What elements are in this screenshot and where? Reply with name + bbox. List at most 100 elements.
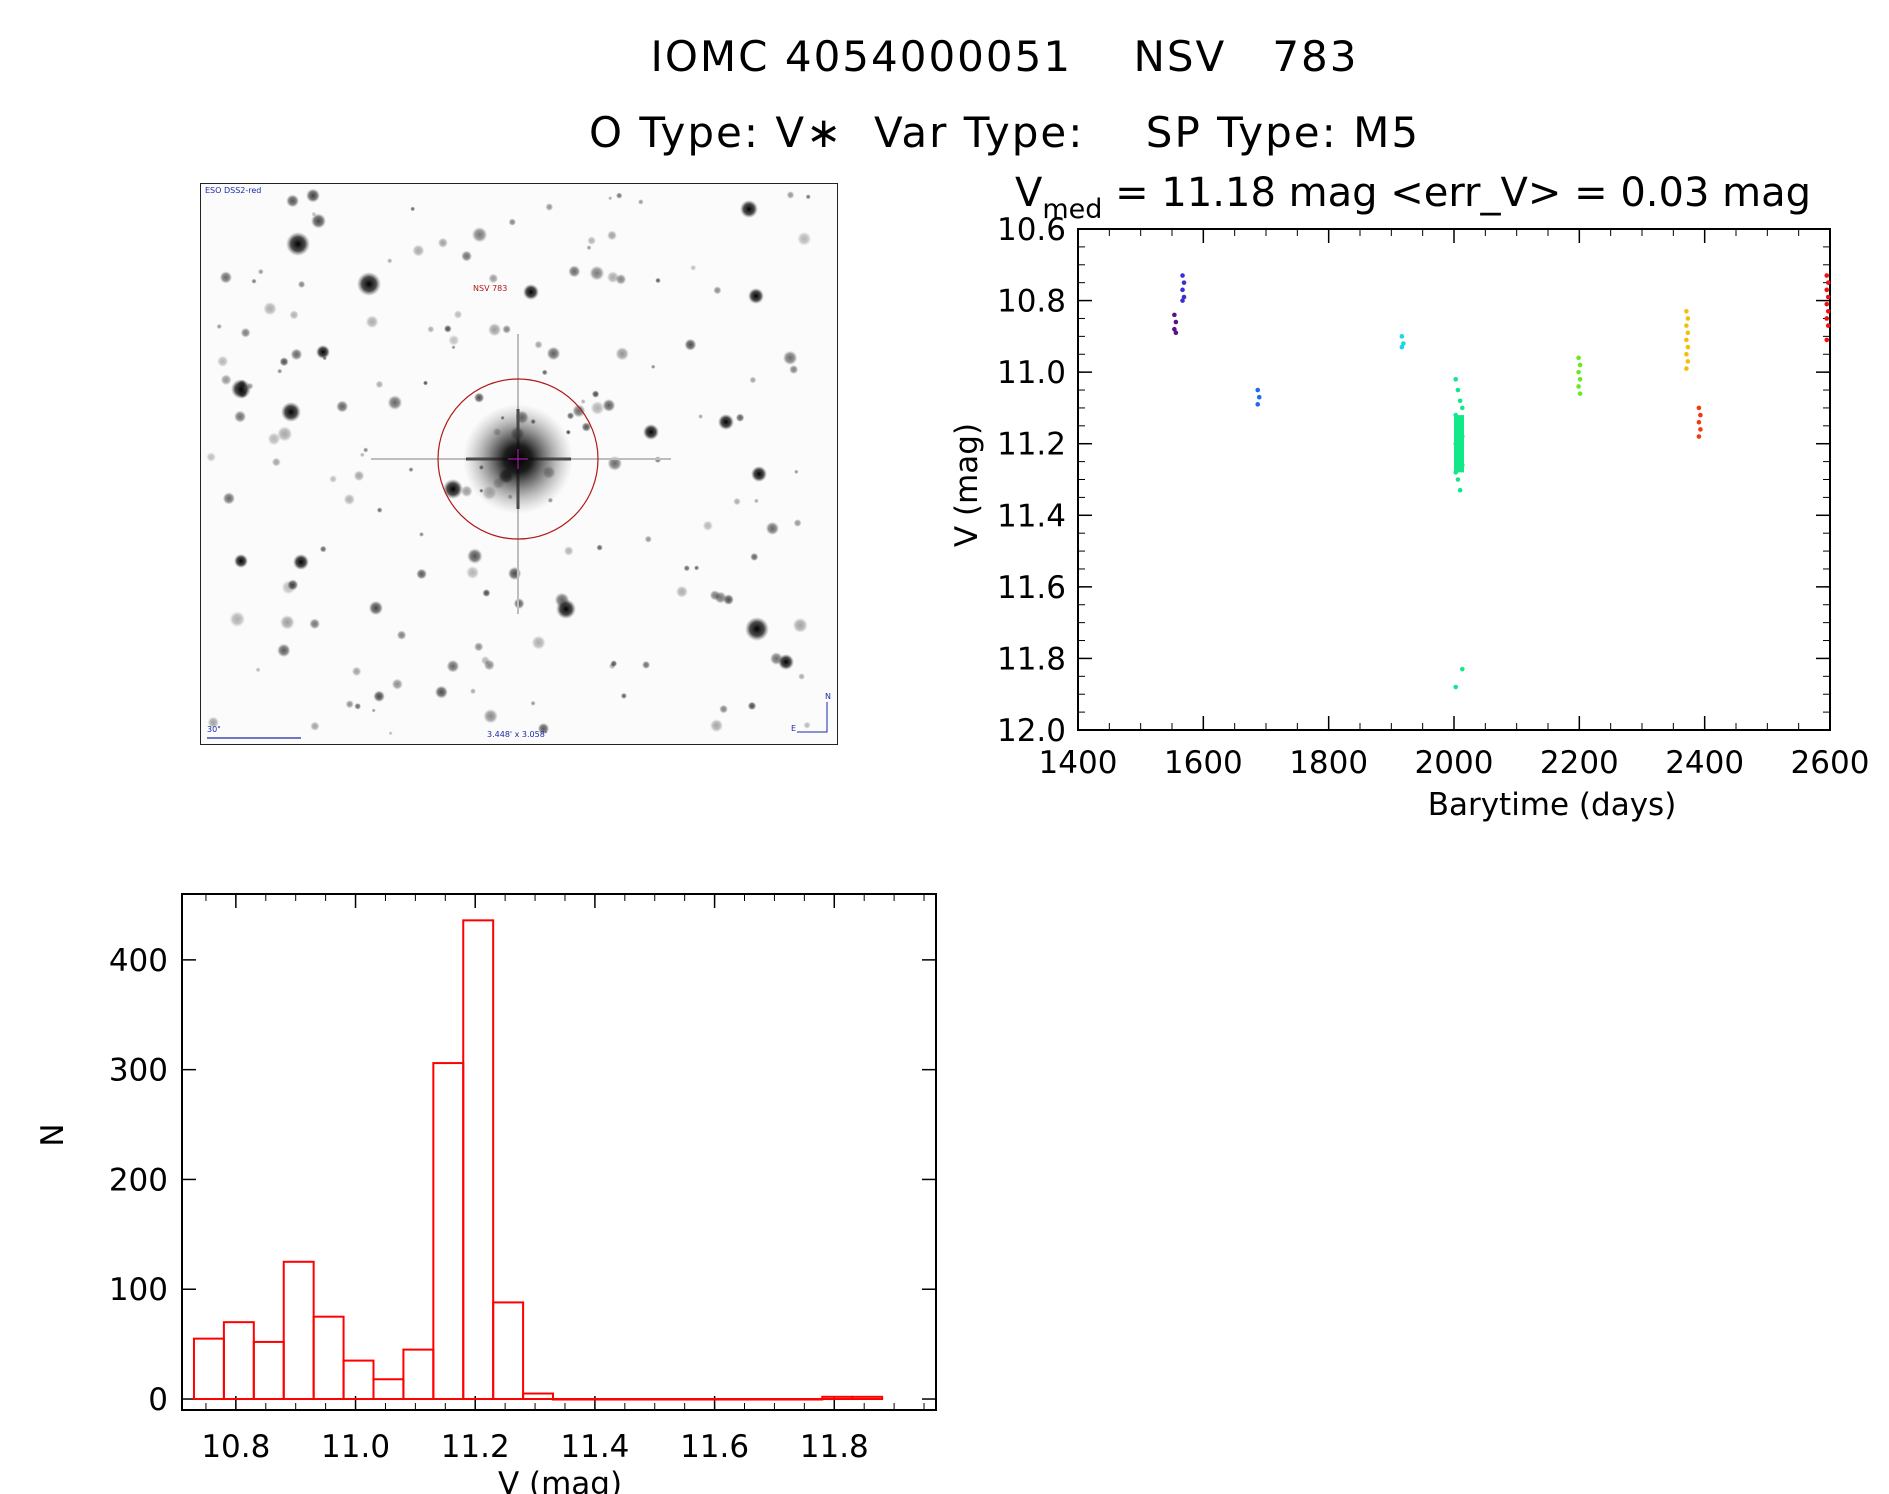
star (207, 716, 219, 729)
star (220, 374, 232, 386)
hist-x-axis-label: V (mag) (498, 1466, 622, 1494)
star (581, 422, 592, 432)
star (793, 519, 802, 527)
lc-data-point (1684, 309, 1689, 314)
lc-data-point (1455, 387, 1461, 393)
lc-data-point (1685, 330, 1691, 336)
lc-data-point (1576, 384, 1581, 389)
lc-data-point (1825, 323, 1831, 328)
star (471, 226, 488, 243)
star (461, 250, 473, 262)
lc-y-tick-label: 11.6 (997, 570, 1066, 606)
star (568, 265, 581, 278)
hist-y-tick-label: 100 (109, 1272, 168, 1308)
star (587, 236, 596, 245)
lc-data-point (1825, 294, 1831, 300)
vmed-symbol: V (1015, 170, 1043, 216)
star (351, 666, 362, 677)
lc-data-point (1173, 319, 1179, 325)
lc-data-point (1824, 337, 1830, 343)
star (607, 230, 617, 241)
star (534, 340, 543, 349)
target-label: NSV 783 (473, 284, 508, 293)
star (733, 497, 741, 506)
lc-x-tick-label: 2200 (1540, 745, 1619, 781)
star (566, 412, 575, 420)
lc-y-axis-label: V (mag) (949, 423, 985, 547)
star (281, 402, 301, 422)
lc-data-point (1401, 341, 1406, 346)
star (263, 301, 277, 316)
lc-data-point (1399, 344, 1405, 350)
star (286, 232, 310, 256)
star (466, 565, 480, 580)
hist-y-tick-label: 300 (109, 1053, 168, 1089)
star (530, 700, 536, 706)
lc-data-point (1457, 398, 1463, 404)
star (513, 598, 525, 610)
hist-bar (462, 919, 495, 1401)
lc-x-tick-label: 1400 (1039, 745, 1118, 781)
hist-bar (611, 1398, 644, 1401)
star (608, 196, 613, 201)
star (523, 284, 539, 300)
star (217, 355, 229, 367)
lc-data-point (1180, 273, 1185, 278)
lc-x-tick-label: 2600 (1791, 745, 1870, 781)
star (719, 704, 728, 714)
star (387, 258, 393, 264)
star (643, 424, 659, 440)
lc-y-tick-label: 10.8 (997, 284, 1066, 320)
star (798, 673, 805, 680)
star (353, 470, 365, 482)
lc-data-point (1181, 280, 1187, 285)
lc-x-tick-label: 1800 (1289, 745, 1368, 781)
hist-x-tick-label: 11.2 (441, 1429, 510, 1465)
star (480, 655, 490, 666)
hist-bar (552, 1398, 584, 1401)
lc-data-point (1457, 487, 1463, 493)
lc-data-point (1180, 287, 1185, 293)
star (388, 731, 393, 736)
lc-x-tick-label: 1600 (1164, 745, 1243, 781)
vmed-subscript: med (1042, 194, 1102, 225)
star (357, 272, 381, 296)
target-circle (437, 378, 599, 540)
hist-bar (731, 1398, 764, 1401)
star (745, 617, 769, 641)
lc-data-point (1453, 377, 1459, 382)
star (373, 690, 385, 703)
star (675, 585, 688, 598)
star (448, 334, 460, 346)
star (277, 643, 291, 658)
star (368, 600, 384, 616)
star (287, 579, 299, 591)
lc-data-point (1455, 477, 1461, 482)
star (740, 200, 758, 218)
lc-data-point (1684, 337, 1689, 343)
hist-bar (791, 1398, 824, 1401)
star (620, 692, 627, 699)
lc-y-tick-label: 11.2 (997, 427, 1066, 463)
lc-data-point (1576, 369, 1581, 375)
star (345, 700, 354, 709)
star (376, 507, 383, 513)
star (747, 701, 757, 711)
star (651, 364, 656, 369)
star (446, 659, 460, 673)
star (753, 498, 759, 504)
light-curve-header: Vmed = 11.18 mag <err_V> = 0.03 mag (1015, 170, 1811, 225)
lc-y-tick-label: 12.0 (997, 713, 1066, 749)
star (638, 199, 644, 205)
star (255, 667, 261, 673)
star (293, 554, 309, 570)
star (267, 432, 281, 446)
star (359, 452, 365, 458)
lc-data-point (1460, 666, 1465, 672)
star (257, 268, 264, 275)
star (694, 565, 700, 571)
star (354, 702, 362, 710)
star (336, 400, 349, 413)
lc-data-point (1696, 434, 1702, 439)
star (443, 479, 463, 499)
